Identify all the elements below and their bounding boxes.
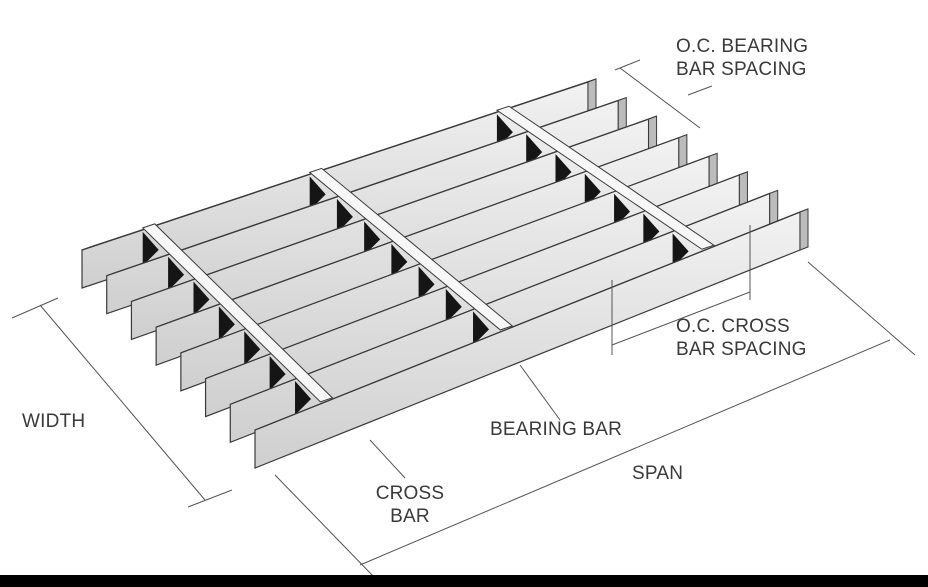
cross-bar: [495, 105, 716, 250]
width-extension-bottom: [187, 489, 233, 508]
shadow-wedge: [473, 311, 490, 346]
width-label: WIDTH: [22, 411, 86, 432]
cross-bars: [141, 105, 716, 403]
span-extension-right: [807, 261, 916, 356]
shadow-wedge: [309, 176, 326, 211]
oc-cross-spacing-line: [611, 291, 751, 346]
bearing-bar-label: BEARING BAR: [490, 419, 623, 440]
shadow-wedge: [526, 134, 543, 169]
shadow-wedge: [445, 288, 462, 323]
shadow-wedge: [336, 198, 353, 233]
oc-cross-bar-spacing-label: O.C. CROSS BAR SPACING: [676, 316, 807, 360]
oc-bearing-tick-b: [687, 85, 713, 96]
cross-bar: [308, 167, 514, 331]
width-extension-top: [11, 297, 59, 319]
shadow-wedge: [218, 306, 235, 341]
bottom-edge: [0, 575, 928, 587]
shadow-wedge: [555, 153, 572, 188]
span-label: SPAN: [632, 463, 684, 484]
shadow-wedge: [269, 356, 286, 391]
cross-bar: [141, 223, 334, 403]
shadow-wedge: [295, 380, 312, 415]
shadow-wedge: [643, 213, 660, 248]
shadow-wedge: [584, 173, 601, 208]
bearing-bar-leader: [519, 364, 561, 421]
bearing-bar-end: [799, 208, 809, 251]
cross-bar-label: CROSS BAR: [375, 483, 445, 527]
span-dimension-line: [359, 339, 891, 566]
shadow-wedge: [672, 233, 689, 268]
width-dimension-line: [39, 304, 206, 501]
shadow-wedge: [168, 256, 185, 291]
shadow-wedge: [496, 114, 513, 149]
shadow-wedge: [614, 193, 631, 228]
shadow-wedge: [391, 243, 408, 278]
oc-bearing-spacing-line: [619, 67, 701, 129]
shadow-wedge: [418, 266, 435, 301]
oc-bearing-tick-a: [614, 59, 641, 71]
cross-bar-leader: [369, 439, 406, 479]
oc-bearing-bar-spacing-label: O.C. BEARING BAR SPACING: [676, 36, 809, 80]
shadow-wedge: [142, 231, 159, 266]
span-extension-left: [274, 474, 376, 579]
shadow-wedge: [193, 281, 210, 316]
dimension-lines: [11, 59, 916, 579]
shadow-wedge: [364, 221, 381, 256]
shadow-wedge: [244, 331, 261, 366]
